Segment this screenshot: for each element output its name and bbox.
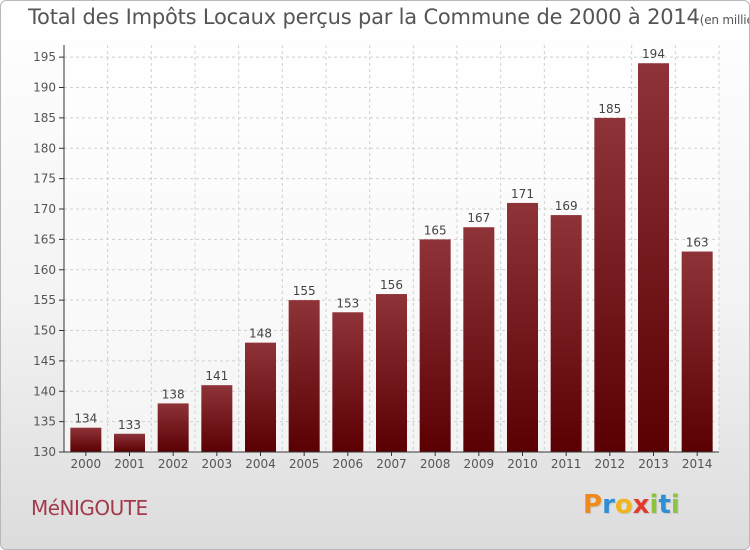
x-tick-label: 2006 [333,457,364,471]
bar [419,239,451,452]
bar [638,63,669,453]
y-tick-label: 130 [33,445,56,459]
x-tick-label: 2010 [507,457,538,471]
y-tick-label: 155 [33,293,56,307]
chart-title-text: Total des Impôts Locaux perçus par la Co… [28,5,700,29]
y-tick-label: 165 [33,232,56,246]
bar-value-label: 148 [249,327,272,341]
bar-value-label: 194 [642,47,665,61]
bar-value-label: 185 [598,102,621,116]
bar [245,342,276,452]
bar [332,312,364,452]
y-tick-label: 185 [33,111,56,125]
bar [70,427,102,452]
y-tick-label: 150 [33,324,56,338]
bar [201,385,233,452]
bar-value-label: 133 [118,418,141,432]
logo-letter: o [614,490,633,520]
logo-letter: i [649,490,659,520]
x-tick-label: 2008 [420,457,451,471]
logo-letter: i [670,490,680,520]
x-tick-label: 2009 [464,457,495,471]
bar-value-label: 156 [380,278,403,292]
logo-letter: r [602,490,615,520]
bar [114,433,145,452]
x-tick-label: 2005 [289,457,320,471]
bar [463,227,495,452]
x-tick-label: 2013 [638,457,669,471]
y-tick-label: 170 [33,202,56,216]
bar-value-label: 163 [686,236,709,250]
bar-value-label: 141 [205,369,228,383]
bar [681,251,713,452]
x-tick-label: 2003 [202,457,233,471]
proxiti-logo: Proxiti [583,490,680,520]
bar [288,300,320,452]
commune-name: MéNIGOUTE [31,496,148,520]
bar [550,215,582,452]
bar [507,202,538,452]
chart-title: Total des Impôts Locaux perçus par la Co… [28,5,749,29]
bar-value-label: 165 [424,223,447,237]
bar-value-label: 155 [293,284,316,298]
logo-letter: t [658,490,671,520]
y-tick-label: 180 [33,141,56,155]
y-tick-label: 140 [33,384,56,398]
bar-value-label: 153 [336,296,359,310]
logo-letter: P [583,490,603,520]
bar-value-label: 138 [162,387,185,401]
x-tick-label: 2000 [71,457,102,471]
x-tick-label: 2001 [114,457,145,471]
x-tick-label: 2002 [158,457,189,471]
bar-value-label: 167 [467,211,490,225]
x-tick-label: 2004 [245,457,276,471]
bar [376,294,407,452]
bar-value-label: 169 [555,199,578,213]
x-tick-label: 2014 [682,457,713,471]
bar-value-label: 134 [74,412,97,426]
chart-title-unit: (en milliers d'€) [699,13,749,27]
x-tick-label: 2012 [595,457,626,471]
y-tick-label: 145 [33,354,56,368]
logo-letter: x [632,490,650,520]
y-tick-label: 175 [33,172,56,186]
bar [157,403,189,452]
y-tick-label: 160 [33,263,56,277]
bar-value-label: 171 [511,187,534,201]
x-tick-label: 2007 [376,457,407,471]
bar [594,117,626,453]
x-tick-label: 2011 [551,457,582,471]
y-tick-label: 135 [33,415,56,429]
y-tick-label: 190 [33,81,56,95]
y-tick-label: 195 [33,50,56,64]
